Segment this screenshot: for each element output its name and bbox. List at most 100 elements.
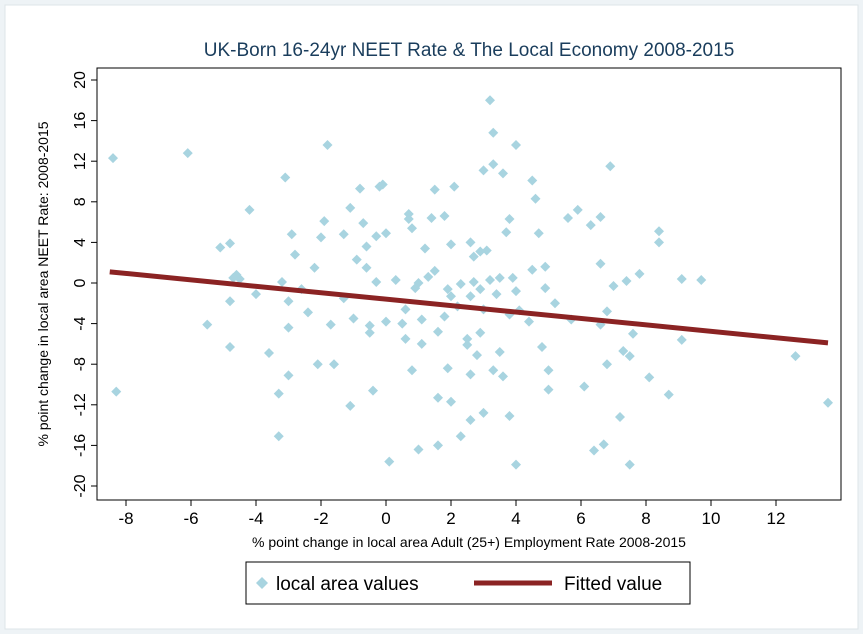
- data-point: [624, 459, 635, 470]
- legend-diamond-icon: [256, 577, 268, 589]
- x-tick-label: -6: [183, 509, 198, 528]
- data-point: [462, 333, 473, 344]
- scatter-points: [108, 95, 833, 470]
- data-point: [351, 254, 362, 265]
- data-point: [654, 237, 664, 248]
- data-point: [663, 389, 674, 400]
- x-tick-label: 10: [702, 509, 721, 528]
- data-point: [478, 407, 489, 418]
- data-point: [465, 291, 476, 302]
- data-point: [498, 168, 508, 179]
- data-point: [381, 228, 391, 239]
- data-point: [475, 246, 486, 257]
- data-point: [696, 274, 707, 285]
- data-point: [790, 351, 801, 362]
- data-point: [475, 284, 486, 295]
- data-point: [368, 385, 378, 396]
- data-point: [433, 392, 443, 403]
- data-point: [345, 400, 356, 411]
- data-point: [312, 359, 323, 370]
- data-point: [530, 193, 541, 204]
- data-point: [488, 365, 499, 376]
- data-point: [426, 213, 437, 224]
- y-tick-label: -8: [72, 357, 89, 371]
- data-point: [543, 384, 554, 395]
- data-point: [273, 431, 284, 442]
- data-point: [488, 127, 499, 138]
- data-point: [595, 212, 606, 223]
- data-point: [225, 296, 235, 307]
- data-point: [439, 211, 450, 222]
- data-point: [504, 410, 515, 421]
- data-point: [823, 397, 833, 408]
- data-point: [540, 261, 551, 272]
- data-point: [462, 339, 473, 350]
- data-point: [397, 318, 408, 329]
- data-point: [280, 172, 291, 183]
- data-point: [309, 262, 320, 273]
- legend-box: [245, 561, 691, 605]
- x-tick-label: 0: [381, 509, 390, 528]
- data-point: [608, 281, 619, 292]
- data-point: [602, 359, 612, 370]
- data-point: [628, 328, 638, 339]
- data-point: [504, 214, 515, 225]
- data-point: [400, 333, 411, 344]
- data-point: [371, 276, 382, 287]
- data-point: [316, 232, 326, 243]
- data-point: [579, 381, 590, 392]
- data-point: [283, 322, 294, 333]
- data-point: [498, 371, 508, 382]
- data-point: [364, 320, 375, 331]
- y-tick-label: -20: [72, 474, 89, 497]
- data-point: [251, 289, 261, 300]
- data-point: [615, 411, 625, 422]
- data-point: [511, 286, 521, 297]
- data-point: [624, 351, 635, 362]
- data-point: [264, 348, 274, 359]
- data-point: [485, 274, 495, 285]
- data-point: [244, 204, 255, 215]
- data-point: [676, 334, 687, 345]
- data-point: [111, 386, 122, 397]
- data-point: [475, 327, 486, 338]
- data-point: [572, 204, 583, 215]
- data-point: [361, 241, 372, 252]
- data-point: [283, 296, 294, 307]
- data-point: [345, 202, 356, 213]
- data-point: [283, 370, 294, 381]
- data-point: [303, 307, 313, 318]
- y-tick-label: 8: [72, 197, 89, 206]
- data-point: [225, 238, 235, 249]
- data-point: [589, 445, 599, 456]
- data-point: [527, 175, 538, 186]
- data-point: [527, 264, 538, 275]
- data-point: [420, 243, 430, 254]
- data-point: [355, 183, 365, 194]
- data-point: [481, 245, 492, 256]
- data-point: [364, 327, 375, 338]
- data-point: [403, 208, 414, 219]
- data-point: [644, 372, 655, 383]
- data-point: [348, 313, 359, 324]
- data-point: [429, 184, 440, 195]
- data-point: [390, 274, 401, 285]
- data-point: [468, 276, 479, 287]
- data-point: [290, 249, 300, 260]
- data-point: [585, 220, 596, 231]
- data-point: [491, 289, 502, 300]
- data-point: [446, 239, 456, 250]
- data-point: [654, 226, 664, 237]
- x-tick-label: -2: [313, 509, 328, 528]
- data-point: [234, 273, 245, 284]
- data-point: [621, 275, 632, 286]
- data-point: [384, 456, 395, 467]
- y-tick-label: 16: [72, 112, 89, 130]
- data-point: [449, 181, 460, 192]
- data-point: [507, 272, 518, 283]
- data-point: [563, 213, 573, 224]
- data-point: [465, 415, 476, 426]
- data-point: [439, 311, 450, 322]
